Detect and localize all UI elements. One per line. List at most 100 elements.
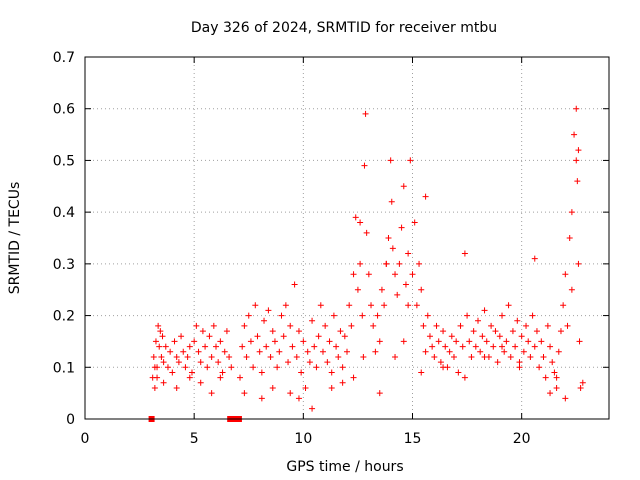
data-point xyxy=(274,364,281,371)
data-point xyxy=(167,348,174,355)
data-point xyxy=(256,348,263,355)
data-point xyxy=(573,157,580,164)
data-point xyxy=(295,395,302,402)
data-point xyxy=(184,353,191,360)
data-point xyxy=(313,364,320,371)
data-point xyxy=(531,343,538,350)
data-point xyxy=(359,312,366,319)
y-tick-label: 0.2 xyxy=(53,309,75,325)
data-point xyxy=(282,302,289,309)
data-point xyxy=(523,322,530,329)
data-point xyxy=(499,312,506,319)
data-point xyxy=(360,353,367,360)
x-axis-label: GPS time / hours xyxy=(286,459,403,475)
data-point xyxy=(239,343,246,350)
data-point xyxy=(405,302,412,309)
data-point xyxy=(400,183,407,190)
data-point xyxy=(492,328,499,335)
data-point xyxy=(289,343,296,350)
data-point xyxy=(555,348,562,355)
data-point xyxy=(197,379,204,386)
data-point xyxy=(309,405,316,412)
y-tick-label: 0.7 xyxy=(53,50,75,66)
data-point xyxy=(250,364,257,371)
data-point xyxy=(157,328,164,335)
data-point xyxy=(416,260,423,267)
data-point xyxy=(424,312,431,319)
data-point xyxy=(405,250,412,257)
data-point xyxy=(455,369,462,376)
data-point xyxy=(544,322,551,329)
data-point xyxy=(361,162,368,169)
data-point xyxy=(442,343,449,350)
data-point xyxy=(160,379,167,386)
data-point xyxy=(446,348,453,355)
data-point xyxy=(178,333,185,340)
data-point xyxy=(357,219,364,226)
data-point xyxy=(420,322,427,329)
data-point xyxy=(562,395,569,402)
data-point xyxy=(520,348,527,355)
data-point xyxy=(378,286,385,293)
data-point xyxy=(422,348,429,355)
data-point xyxy=(529,312,536,319)
data-point xyxy=(461,374,468,381)
data-point xyxy=(154,374,161,381)
data-point xyxy=(396,260,403,267)
data-point xyxy=(481,307,488,314)
data-point xyxy=(418,369,425,376)
data-point xyxy=(150,353,157,360)
y-tick-label: 0.1 xyxy=(53,360,75,376)
data-point xyxy=(354,286,361,293)
data-point xyxy=(328,384,335,391)
data-point xyxy=(319,348,326,355)
data-point xyxy=(306,359,313,366)
data-point xyxy=(317,302,324,309)
data-point xyxy=(151,384,158,391)
data-point xyxy=(457,322,464,329)
data-point xyxy=(151,364,158,371)
data-point xyxy=(579,379,586,386)
data-point xyxy=(186,374,193,381)
data-point xyxy=(339,364,346,371)
data-point xyxy=(156,343,163,350)
data-point xyxy=(505,302,512,309)
data-point xyxy=(448,333,455,340)
x-tick-label: 10 xyxy=(294,431,312,447)
data-point xyxy=(247,338,254,345)
data-point xyxy=(388,198,395,205)
data-point xyxy=(195,348,202,355)
x-tick-label: 0 xyxy=(81,431,90,447)
data-point xyxy=(466,338,473,345)
data-point xyxy=(560,302,567,309)
data-point xyxy=(429,343,436,350)
data-point xyxy=(267,353,274,360)
y-tick-label: 0.3 xyxy=(53,257,75,273)
data-point xyxy=(269,384,276,391)
data-point xyxy=(468,353,475,360)
data-point xyxy=(402,281,409,288)
data-point xyxy=(409,271,416,278)
data-point xyxy=(459,343,466,350)
x-tick-label: 20 xyxy=(513,431,531,447)
data-point xyxy=(418,286,425,293)
data-point xyxy=(394,291,401,298)
data-points xyxy=(148,105,586,422)
plot-frame xyxy=(84,56,610,420)
data-point xyxy=(472,343,479,350)
data-point xyxy=(385,235,392,241)
data-point xyxy=(344,348,350,355)
data-point xyxy=(547,343,554,350)
data-point xyxy=(261,317,268,324)
data-point xyxy=(435,338,442,345)
data-point xyxy=(568,286,575,293)
y-tick-label: 0.5 xyxy=(53,153,75,169)
data-point xyxy=(335,353,342,360)
data-point xyxy=(398,224,405,231)
data-point xyxy=(291,281,298,288)
data-point xyxy=(186,343,193,350)
data-point xyxy=(219,369,226,376)
data-point xyxy=(516,364,523,371)
data-point xyxy=(159,333,166,340)
